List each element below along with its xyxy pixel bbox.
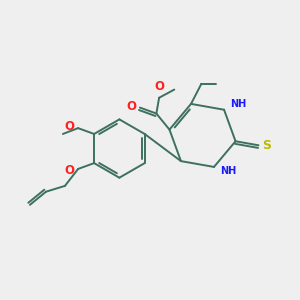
Text: NH: NH: [230, 100, 247, 110]
Text: O: O: [64, 120, 74, 133]
Text: NH: NH: [220, 166, 237, 176]
Text: O: O: [155, 80, 165, 92]
Text: O: O: [64, 164, 74, 177]
Text: S: S: [262, 139, 271, 152]
Text: O: O: [126, 100, 136, 113]
